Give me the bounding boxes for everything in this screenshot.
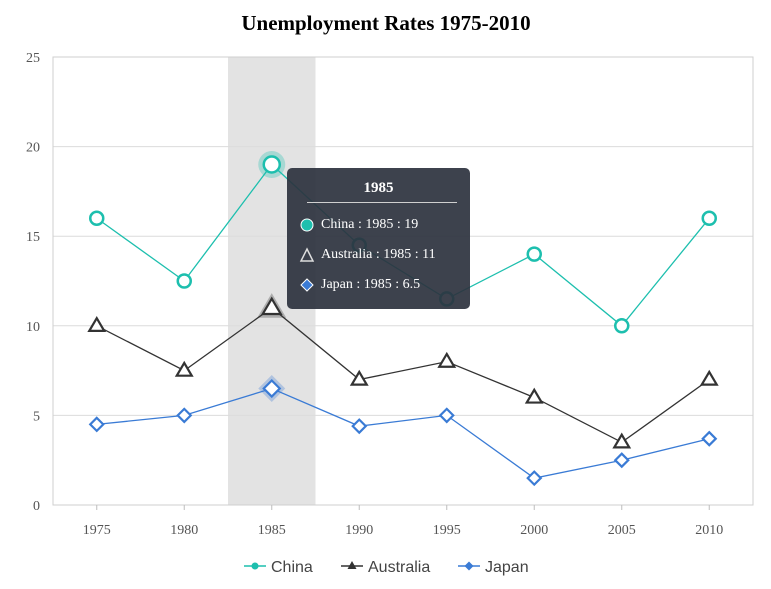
tooltip-row-china: China : 1985 : 19 <box>299 215 418 235</box>
x-tick-label: 1995 <box>433 523 461 538</box>
x-tick-label: 1990 <box>345 523 373 538</box>
x-tick-label: 1985 <box>258 523 286 538</box>
legend-item-australia[interactable]: Australia <box>341 559 430 576</box>
data-point[interactable] <box>437 351 457 368</box>
data-point[interactable] <box>176 407 193 424</box>
plot-border <box>52 56 754 506</box>
y-tick-label: 20 <box>26 141 40 156</box>
data-point[interactable] <box>349 369 369 386</box>
y-tick-label: 5 <box>33 409 40 424</box>
x-tick-label: 1975 <box>83 523 111 538</box>
data-point[interactable] <box>438 407 455 424</box>
legend-item-china[interactable]: China <box>244 559 313 576</box>
x-tick-label: 2010 <box>695 523 723 538</box>
x-axis-labels: 1975 1980 1985 1990 1995 2000 2005 2010 <box>83 505 723 538</box>
y-axis-labels: 0 5 10 15 20 25 <box>26 51 40 514</box>
x-tick-label: 1980 <box>170 523 198 538</box>
data-point[interactable] <box>612 432 632 449</box>
y-tick-label: 25 <box>26 51 40 66</box>
data-point[interactable] <box>260 296 283 316</box>
triangle-marker-icon <box>299 247 315 262</box>
diamond-marker-icon <box>300 278 314 292</box>
data-point[interactable] <box>524 387 544 404</box>
data-point[interactable] <box>526 470 543 487</box>
legend[interactable]: China Australia Japan <box>244 559 529 576</box>
tooltip-row-label: Australia : 1985 : 11 <box>321 247 436 262</box>
x-tick-label: 2005 <box>608 523 636 538</box>
legend-marker-icon <box>464 561 474 571</box>
data-point[interactable] <box>614 318 630 334</box>
legend-item-japan[interactable]: Japan <box>458 559 529 576</box>
tooltip-separator <box>307 202 457 203</box>
tooltip-title: 1985 <box>363 180 394 196</box>
data-point[interactable] <box>262 378 282 399</box>
data-point[interactable] <box>87 315 107 332</box>
tooltip-row-japan: Japan : 1985 : 6.5 <box>299 275 420 295</box>
data-point[interactable] <box>262 155 281 174</box>
series-australia <box>87 293 719 449</box>
circle-marker-icon <box>300 218 314 232</box>
y-tick-label: 15 <box>26 230 40 245</box>
legend-marker-icon <box>347 561 357 569</box>
data-point[interactable] <box>88 416 105 433</box>
legend-label: China <box>271 559 313 576</box>
series-line <box>96 387 710 479</box>
data-point[interactable] <box>613 452 630 469</box>
chart-title: Unemployment Rates 1975-2010 <box>241 11 530 35</box>
y-tick-label: 10 <box>26 320 40 335</box>
data-point[interactable] <box>699 369 719 386</box>
tooltip: 1985 China : 1985 : 19 Australia : 1985 … <box>287 168 470 309</box>
legend-marker-icon <box>251 562 259 570</box>
data-point[interactable] <box>89 210 105 227</box>
data-point[interactable] <box>176 273 192 289</box>
series-line <box>96 307 710 444</box>
tooltip-row-australia: Australia : 1985 : 11 <box>299 245 436 265</box>
legend-label: Japan <box>485 559 529 576</box>
data-point[interactable] <box>526 246 542 262</box>
data-point[interactable] <box>701 210 717 227</box>
tooltip-row-label: Japan : 1985 : 6.5 <box>321 277 421 292</box>
data-point[interactable] <box>174 360 194 377</box>
series-japan <box>88 375 718 487</box>
data-point[interactable] <box>351 418 368 435</box>
y-tick-label: 0 <box>33 499 40 514</box>
data-point[interactable] <box>701 430 718 447</box>
legend-label: Australia <box>368 559 430 576</box>
x-tick-label: 2000 <box>520 523 548 538</box>
tooltip-row-label: China : 1985 : 19 <box>321 217 419 232</box>
